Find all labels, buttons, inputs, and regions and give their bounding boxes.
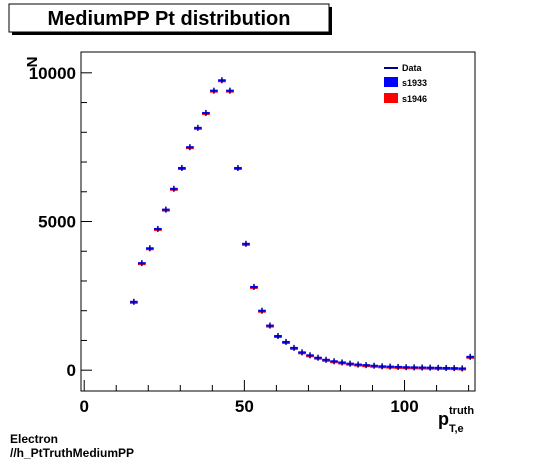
x-tick-label: 0 bbox=[79, 397, 88, 416]
footer-line-1: Electron bbox=[10, 432, 59, 446]
x-tick-label: 50 bbox=[235, 397, 254, 416]
x-axis-label-main: p bbox=[438, 409, 449, 429]
legend-s1933-label: s1933 bbox=[402, 78, 427, 88]
chart-title: MediumPP Pt distribution bbox=[48, 8, 291, 30]
legend-s1946-swatch bbox=[384, 93, 398, 103]
y-tick-label: 0 bbox=[67, 361, 76, 380]
x-axis-label: p truth T,e bbox=[438, 405, 474, 435]
y-tick-label: 10000 bbox=[29, 64, 76, 83]
footer-line-2: //h_PtTruthMediumPP bbox=[10, 446, 135, 460]
title-box: MediumPP Pt distribution bbox=[8, 3, 332, 35]
legend-s1946-label: s1946 bbox=[402, 94, 427, 104]
x-axis-label-sup: truth bbox=[449, 405, 474, 417]
legend-s1933-swatch bbox=[384, 77, 398, 87]
legend-data-label: Data bbox=[402, 63, 423, 73]
data-points bbox=[130, 77, 475, 372]
y-tick-label: 5000 bbox=[38, 213, 76, 232]
legend: Data s1933 s1946 bbox=[384, 63, 427, 104]
x-axis-label-sub: T,e bbox=[449, 423, 464, 435]
x-axis-ticks: 0 50 100 bbox=[79, 380, 470, 416]
x-tick-label: 100 bbox=[390, 397, 418, 416]
y-axis-ticks: 0 5000 10000 bbox=[29, 64, 92, 380]
y-axis-label: N bbox=[24, 57, 41, 68]
